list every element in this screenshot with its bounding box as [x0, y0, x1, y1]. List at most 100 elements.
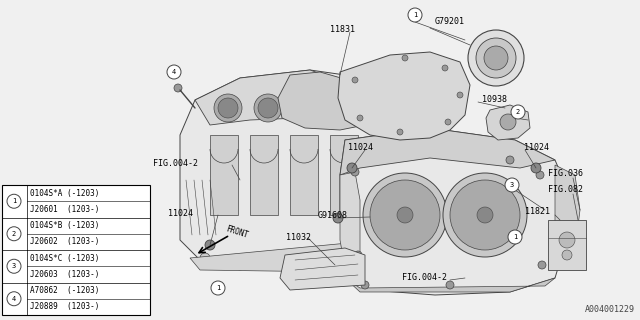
- Circle shape: [7, 292, 21, 306]
- Circle shape: [280, 260, 290, 270]
- Polygon shape: [280, 248, 365, 290]
- Text: 0104S*A (-1203): 0104S*A (-1203): [30, 188, 99, 198]
- Circle shape: [476, 38, 516, 78]
- Polygon shape: [278, 72, 370, 130]
- Circle shape: [408, 8, 422, 22]
- Circle shape: [347, 163, 357, 173]
- Text: 11831: 11831: [330, 26, 355, 35]
- Text: 11024: 11024: [168, 209, 193, 218]
- Circle shape: [511, 105, 525, 119]
- Polygon shape: [340, 172, 360, 268]
- Text: J20603  (1203-): J20603 (1203-): [30, 270, 99, 279]
- Polygon shape: [340, 128, 570, 295]
- Circle shape: [254, 94, 282, 122]
- Text: G79201: G79201: [435, 18, 465, 27]
- Bar: [290, 135, 318, 215]
- Circle shape: [477, 207, 493, 223]
- Circle shape: [450, 180, 520, 250]
- Text: 3: 3: [510, 182, 514, 188]
- Circle shape: [7, 259, 21, 273]
- Circle shape: [562, 250, 572, 260]
- Text: G91608: G91608: [318, 211, 348, 220]
- Circle shape: [508, 230, 522, 244]
- Circle shape: [370, 180, 440, 250]
- Text: 11032: 11032: [286, 233, 311, 242]
- Bar: [2, 185, 150, 315]
- Circle shape: [500, 114, 516, 130]
- Circle shape: [538, 261, 546, 269]
- Text: 0104S*B (-1203): 0104S*B (-1203): [30, 221, 99, 230]
- Circle shape: [559, 232, 575, 248]
- Text: 4: 4: [172, 69, 176, 75]
- Circle shape: [457, 92, 463, 98]
- Circle shape: [294, 94, 322, 122]
- Text: 3: 3: [12, 263, 16, 269]
- Polygon shape: [340, 128, 555, 175]
- Text: 1: 1: [12, 198, 16, 204]
- Text: 11024: 11024: [348, 143, 373, 153]
- Circle shape: [167, 65, 181, 79]
- Circle shape: [200, 253, 210, 263]
- Circle shape: [357, 115, 363, 121]
- Text: 10938: 10938: [482, 95, 507, 105]
- Circle shape: [365, 250, 375, 260]
- Text: A004001229: A004001229: [585, 305, 635, 314]
- Polygon shape: [180, 70, 390, 265]
- Circle shape: [397, 207, 413, 223]
- Text: 4: 4: [12, 296, 16, 302]
- Circle shape: [402, 55, 408, 61]
- Circle shape: [352, 77, 358, 83]
- Circle shape: [531, 163, 541, 173]
- Circle shape: [7, 194, 21, 208]
- Circle shape: [174, 84, 182, 92]
- Text: FIG.004-2: FIG.004-2: [402, 274, 447, 283]
- Circle shape: [211, 281, 225, 295]
- Circle shape: [354, 251, 362, 259]
- Circle shape: [505, 178, 519, 192]
- Text: FIG.082: FIG.082: [548, 186, 583, 195]
- Text: J20601  (1203-): J20601 (1203-): [30, 205, 99, 214]
- Circle shape: [397, 129, 403, 135]
- Text: 0104S*C (-1203): 0104S*C (-1203): [30, 254, 99, 263]
- Circle shape: [506, 156, 514, 164]
- Text: FIG.004-2: FIG.004-2: [153, 158, 198, 167]
- Circle shape: [334, 94, 362, 122]
- Circle shape: [468, 30, 524, 86]
- Circle shape: [484, 46, 508, 70]
- Text: FRONT: FRONT: [225, 224, 250, 240]
- Polygon shape: [195, 70, 390, 130]
- Circle shape: [214, 94, 242, 122]
- Text: 11821: 11821: [525, 207, 550, 217]
- Polygon shape: [486, 105, 530, 140]
- Text: 2: 2: [516, 109, 520, 115]
- Text: J20889  (1203-): J20889 (1203-): [30, 302, 109, 311]
- Circle shape: [536, 171, 544, 179]
- Circle shape: [446, 281, 454, 289]
- Circle shape: [218, 98, 238, 118]
- Bar: [210, 135, 238, 215]
- Circle shape: [205, 240, 215, 250]
- Polygon shape: [190, 240, 385, 272]
- Circle shape: [351, 168, 359, 176]
- Text: 1: 1: [513, 234, 517, 240]
- Circle shape: [363, 173, 447, 257]
- Circle shape: [445, 119, 451, 125]
- Circle shape: [258, 98, 278, 118]
- Text: 1: 1: [216, 285, 220, 291]
- Circle shape: [338, 98, 358, 118]
- Circle shape: [298, 98, 318, 118]
- Text: 11024: 11024: [524, 143, 549, 153]
- Bar: [330, 135, 358, 215]
- Text: FIG.036: FIG.036: [548, 169, 583, 178]
- Circle shape: [7, 227, 21, 241]
- Polygon shape: [555, 165, 580, 265]
- Bar: [548, 220, 586, 270]
- Text: 1: 1: [413, 12, 417, 18]
- Circle shape: [443, 173, 527, 257]
- Text: 2: 2: [12, 231, 16, 237]
- Circle shape: [442, 65, 448, 71]
- Circle shape: [361, 281, 369, 289]
- Circle shape: [235, 260, 245, 270]
- Circle shape: [333, 213, 343, 223]
- Circle shape: [325, 260, 335, 270]
